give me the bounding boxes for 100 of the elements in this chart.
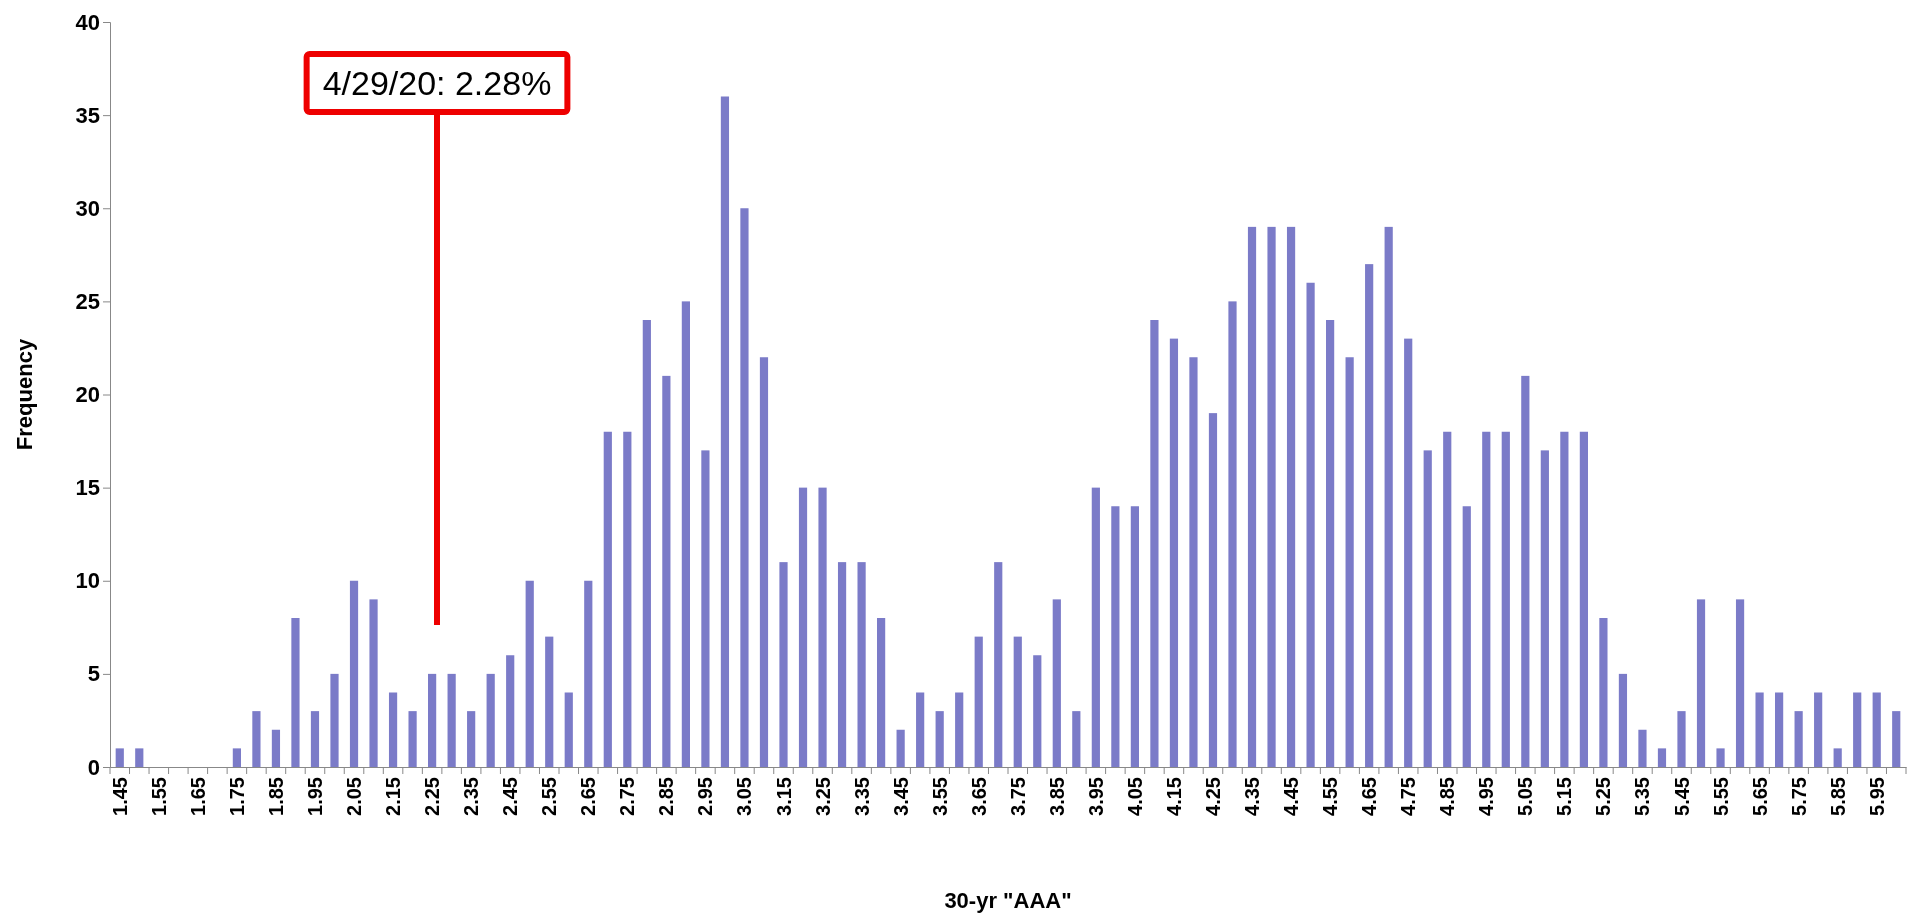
bar — [428, 673, 437, 767]
bar — [1579, 431, 1588, 767]
bar — [701, 450, 710, 767]
bar — [662, 375, 671, 767]
x-axis-title: 30-yr "AAA" — [944, 888, 1072, 913]
x-tick-label: 2.15 — [382, 777, 405, 816]
bar — [877, 618, 886, 767]
x-tick-label: 5.75 — [1787, 777, 1810, 816]
bar — [486, 673, 495, 767]
x-tick-label: 5.85 — [1826, 777, 1849, 816]
x-tick-label: 3.85 — [1045, 777, 1068, 816]
x-tick-label: 3.55 — [928, 777, 951, 816]
bar — [759, 357, 769, 767]
bar — [252, 711, 261, 767]
x-tick-label: 4.35 — [1241, 777, 1264, 816]
bar — [506, 655, 515, 767]
y-axis-title: Frequency — [12, 338, 37, 451]
y-tick-label: 5 — [87, 661, 100, 687]
bar — [1814, 692, 1823, 767]
x-tick-label: 5.25 — [1592, 777, 1615, 816]
y-tick-label: 35 — [75, 102, 100, 128]
x-tick-label: 2.35 — [460, 777, 483, 816]
bar — [1560, 431, 1569, 767]
x-tick-label: 2.95 — [694, 777, 717, 816]
bar — [642, 320, 651, 767]
bar — [837, 562, 847, 767]
bar — [1638, 729, 1647, 767]
bar — [467, 711, 476, 767]
y-tick-label: 20 — [75, 382, 100, 408]
bar — [388, 692, 398, 767]
x-tick-label: 3.45 — [889, 777, 912, 816]
bar — [623, 431, 632, 767]
bar — [720, 96, 730, 767]
bar — [1169, 338, 1179, 767]
bar — [291, 618, 300, 767]
bar — [1228, 301, 1237, 767]
bar — [1247, 226, 1257, 767]
bar — [135, 748, 144, 767]
x-tick-label: 3.35 — [850, 777, 873, 816]
x-tick-label: 2.85 — [655, 777, 678, 816]
x-tick-label: 3.95 — [1084, 777, 1107, 816]
x-tick-label: 1.45 — [108, 777, 131, 816]
bar — [974, 636, 983, 767]
bar — [1404, 338, 1413, 767]
x-tick-label: 1.95 — [303, 777, 326, 816]
bar — [349, 580, 359, 767]
x-tick-label: 5.45 — [1670, 777, 1693, 816]
x-tick-label: 1.55 — [147, 777, 170, 816]
bar — [798, 487, 808, 767]
bar — [1423, 450, 1432, 767]
x-tick-label: 1.75 — [225, 777, 248, 816]
x-tick-label: 5.35 — [1631, 777, 1654, 816]
x-tick-label: 3.05 — [733, 777, 756, 816]
bar — [447, 673, 456, 767]
y-tick-label: 10 — [75, 568, 100, 594]
bar — [1716, 748, 1725, 767]
x-tick-label: 5.15 — [1553, 777, 1576, 816]
bar — [916, 692, 925, 767]
bar — [1384, 226, 1393, 767]
bar — [1482, 431, 1491, 767]
bar — [1208, 413, 1218, 767]
bar — [1033, 655, 1042, 767]
bar — [896, 729, 905, 767]
bar — [310, 711, 320, 767]
bar — [1755, 692, 1764, 767]
x-tick-label: 2.25 — [421, 777, 444, 816]
bar — [857, 562, 866, 767]
x-tick-label: 5.55 — [1709, 777, 1732, 816]
bar — [232, 748, 241, 767]
bar — [1833, 748, 1842, 767]
bar — [1111, 506, 1120, 767]
bar — [1443, 431, 1452, 767]
bar — [1091, 487, 1100, 767]
bar — [935, 711, 944, 767]
bar — [271, 729, 281, 767]
bar — [1540, 450, 1549, 767]
x-tick-label: 3.15 — [772, 777, 795, 816]
y-tick-label: 30 — [75, 195, 100, 221]
y-tick-label: 0 — [87, 754, 100, 780]
x-tick-label: 4.95 — [1475, 777, 1498, 816]
annotation: 4/29/20: 2.28% — [322, 64, 552, 102]
bar — [1189, 357, 1198, 767]
bar — [779, 562, 788, 767]
bar — [1501, 431, 1510, 767]
x-tick-label: 2.75 — [616, 777, 639, 816]
bar — [1618, 673, 1628, 767]
bar — [681, 301, 690, 767]
x-tick-label: 5.65 — [1748, 777, 1771, 816]
bar — [1326, 320, 1335, 767]
bar — [818, 487, 827, 767]
bar — [1286, 226, 1296, 767]
bar — [1872, 692, 1881, 767]
bar — [994, 562, 1003, 767]
bar — [1462, 506, 1471, 767]
bar — [408, 711, 417, 767]
bar — [1794, 711, 1803, 767]
bar — [1267, 226, 1276, 767]
x-tick-label: 2.05 — [343, 777, 366, 816]
x-tick-label: 1.65 — [186, 777, 209, 816]
bar — [603, 431, 612, 767]
